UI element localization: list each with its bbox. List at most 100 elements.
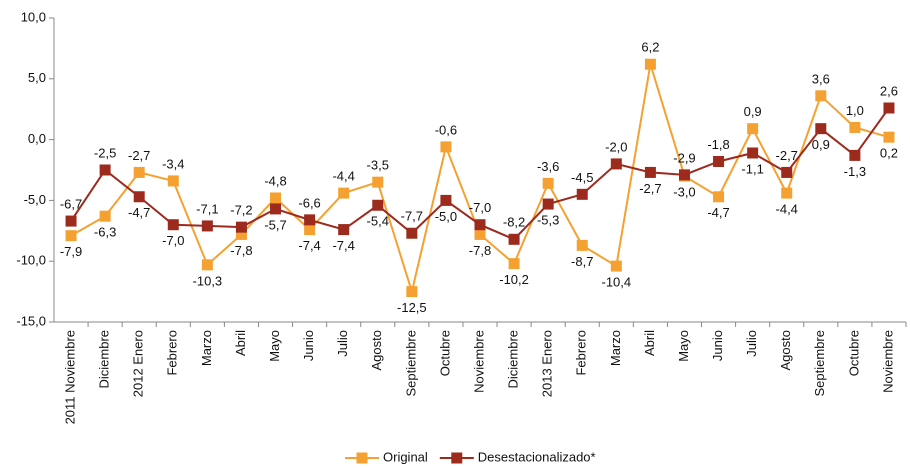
data-label: 0,9 (744, 104, 762, 119)
marker (815, 123, 827, 135)
marker (65, 230, 77, 242)
data-label: -1,1 (741, 161, 763, 176)
x-tick-label: Abril (642, 330, 657, 356)
marker (713, 191, 725, 203)
marker (133, 166, 145, 178)
data-label: -2,0 (605, 139, 627, 154)
data-label: -8,2 (503, 215, 525, 230)
x-tick-label: Junio (301, 330, 316, 361)
data-label: 0,9 (812, 137, 830, 152)
marker (270, 203, 282, 215)
marker (99, 210, 111, 222)
marker (747, 147, 759, 159)
marker (542, 177, 554, 189)
data-label: -7,4 (332, 238, 354, 253)
data-label: -0,6 (435, 122, 457, 137)
marker (338, 187, 350, 199)
data-label: -7,0 (469, 200, 491, 215)
marker (678, 169, 690, 181)
legend-marker (451, 452, 463, 464)
x-tick-label: Marzo (608, 330, 623, 366)
data-label: -3,4 (162, 156, 184, 171)
marker (99, 164, 111, 176)
marker (304, 214, 316, 226)
x-tick-label: Noviembre (471, 330, 486, 393)
y-tick-label: -15,0 (16, 313, 46, 328)
marker (815, 90, 827, 102)
data-label: -2,7 (639, 181, 661, 196)
data-label: -5,3 (537, 212, 559, 227)
x-tick-label: Mayo (267, 330, 282, 362)
data-label: -7,8 (469, 243, 491, 258)
marker (406, 286, 418, 298)
marker (406, 227, 418, 239)
x-tick-label: 2011 Noviembre (62, 330, 77, 424)
marker (440, 194, 452, 206)
x-tick-label: Agosto (369, 330, 384, 370)
data-label: 2,6 (880, 83, 898, 98)
x-tick-label: Febrero (574, 330, 589, 376)
marker (167, 219, 179, 231)
marker (235, 228, 247, 240)
x-tick-label: 2012 Enero (131, 330, 146, 397)
data-label: -2,7 (776, 148, 798, 163)
data-label: -7,4 (298, 238, 320, 253)
marker (167, 175, 179, 187)
data-label: -6,7 (60, 197, 82, 212)
y-tick-label: 10,0 (21, 9, 46, 24)
y-tick-label: 5,0 (28, 70, 46, 85)
legend: Original Desestacionalizado* (345, 449, 596, 464)
data-label: -4,4 (332, 169, 354, 184)
x-tick-label: Septiembre (403, 330, 418, 396)
marker (508, 258, 520, 270)
marker (133, 191, 145, 203)
data-label: -6,3 (94, 225, 116, 240)
y-tick-label: -5,0 (24, 192, 46, 207)
data-label: 3,6 (812, 71, 830, 86)
marker (576, 188, 588, 200)
data-label: -10,2 (499, 272, 529, 287)
data-label: -5,0 (435, 209, 457, 224)
data-label: -4,7 (707, 205, 729, 220)
marker (201, 259, 213, 271)
marker (440, 141, 452, 153)
data-label: -7,7 (401, 209, 423, 224)
marker (849, 149, 861, 161)
marker (849, 121, 861, 133)
data-label: -7,9 (60, 244, 82, 259)
data-label: -4,4 (776, 202, 798, 217)
data-label: -2,9 (673, 150, 695, 165)
marker (201, 220, 213, 232)
marker (474, 219, 486, 231)
data-label: 0,2 (880, 146, 898, 161)
marker (372, 199, 384, 211)
marker (644, 58, 656, 70)
data-label: -12,5 (397, 300, 427, 315)
data-label: -10,4 (601, 275, 631, 290)
marker (235, 221, 247, 233)
data-label: -4,8 (264, 173, 286, 188)
marker (781, 166, 793, 178)
marker (474, 228, 486, 240)
data-label: -6,6 (298, 195, 320, 210)
data-label: -8,7 (571, 254, 593, 269)
data-label: -7,8 (230, 243, 252, 258)
marker (883, 102, 895, 114)
data-label: -5,7 (264, 217, 286, 232)
x-tick-label: Julio (335, 330, 350, 357)
x-tick-label: Septiembre (812, 330, 827, 396)
x-tick-label: Marzo (199, 330, 214, 366)
data-label: -3,0 (673, 185, 695, 200)
marker (65, 215, 77, 227)
data-label: -2,7 (128, 148, 150, 163)
marker (542, 198, 554, 210)
data-label: 1,0 (846, 103, 864, 118)
data-label: -7,2 (230, 203, 252, 218)
marker (610, 158, 622, 170)
marker (508, 233, 520, 245)
data-label: -1,8 (707, 137, 729, 152)
x-tick-label: Octubre (437, 330, 452, 376)
marker (781, 187, 793, 199)
data-label: -2,5 (94, 145, 116, 160)
